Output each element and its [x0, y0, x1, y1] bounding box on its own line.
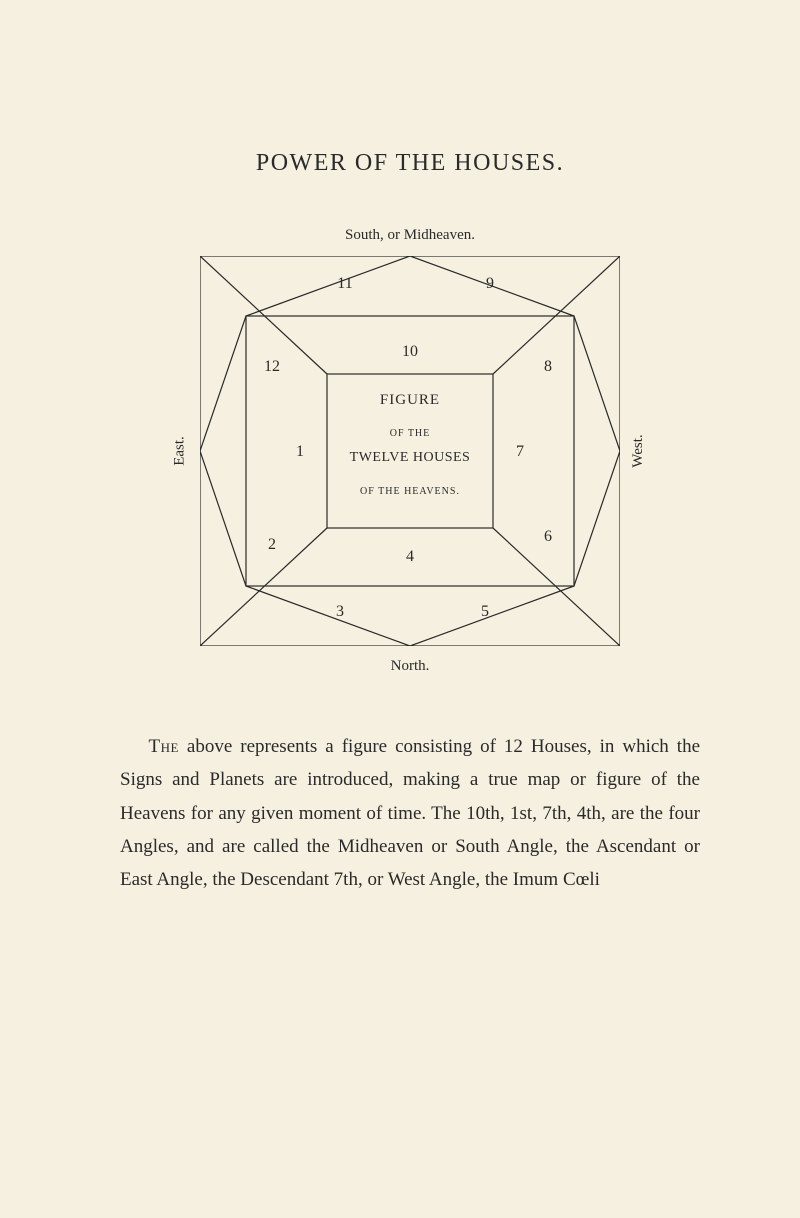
diag-tl	[200, 256, 327, 374]
v-right-b	[574, 451, 620, 586]
v-bot-r	[410, 586, 574, 646]
house-6: 6	[544, 528, 552, 545]
page-title: POWER OF THE HOUSES.	[120, 150, 700, 177]
center-line-2: OF THE	[390, 428, 431, 439]
diag-br	[493, 528, 620, 646]
house-8: 8	[544, 358, 552, 375]
caption-north: North.	[120, 658, 700, 675]
v-left-b	[200, 451, 246, 586]
v-top-l	[246, 256, 410, 316]
house-4: 4	[406, 548, 414, 565]
house-7: 7	[516, 443, 524, 460]
house-10: 10	[402, 343, 418, 360]
house-9: 9	[486, 275, 494, 292]
caption-south: South, or Midheaven.	[120, 227, 700, 244]
house-5: 5	[481, 603, 489, 620]
paragraph-lead: The	[149, 736, 179, 757]
center-line-1: FIGURE	[380, 392, 440, 408]
label-east: East.	[171, 436, 188, 466]
diag-bl	[200, 528, 327, 646]
diag-tr	[493, 256, 620, 374]
body-paragraph: The above represents a figure consisting…	[120, 730, 700, 896]
house-1: 1	[296, 443, 304, 460]
label-west: West.	[630, 434, 647, 467]
house-12: 12	[264, 358, 280, 375]
houses-diagram: East. West.	[200, 256, 620, 646]
paragraph-rest: above represents a figure consisting of …	[120, 736, 700, 890]
v-right-t	[574, 316, 620, 451]
center-line-4: OF THE HEAVENS.	[360, 486, 460, 497]
diagram-svg: 11 9 10 12 8 1 7 2 6 4 3 5 FIGURE OF THE…	[200, 256, 620, 646]
center-line-3: TWELVE HOUSES	[350, 450, 471, 465]
v-bot-l	[246, 586, 410, 646]
house-11: 11	[337, 275, 352, 292]
v-left-t	[200, 316, 246, 451]
house-2: 2	[268, 536, 276, 553]
house-3: 3	[336, 603, 344, 620]
